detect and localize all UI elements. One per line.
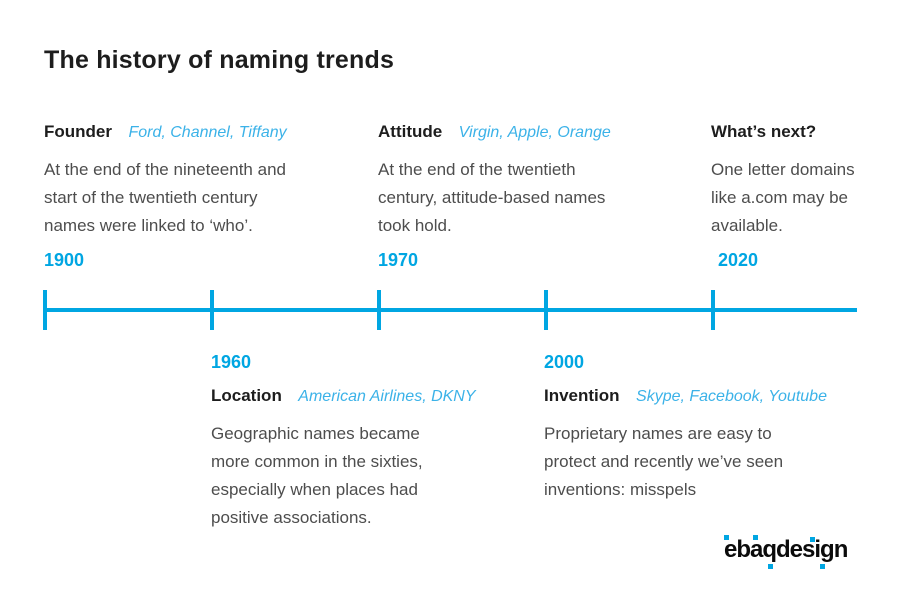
event-year: 2000 [544, 352, 585, 372]
page-title: The history of naming trends [44, 46, 395, 74]
logo-accent-dot [810, 537, 815, 542]
logo-accent-dot [820, 564, 825, 569]
logo-accent-dot [753, 535, 758, 540]
event-description: At the end of the twentieth century, att… [378, 160, 606, 235]
event-year: 1900 [44, 250, 85, 270]
event-label: Attitude [378, 122, 443, 141]
timeline-tick-2000 [544, 290, 548, 330]
event-label: What’s next? [711, 122, 817, 141]
event-head: Attitude Virgin, Apple, Orange [378, 122, 618, 143]
event-label: Invention [544, 386, 620, 405]
event-year: 2020 [718, 250, 759, 270]
timeline-event-founder: Founder Ford, Channel, Tiffany At the en… [44, 122, 296, 270]
timeline-event-location: 1960 Location American Airlines, DKNY Ge… [211, 352, 476, 532]
event-examples: Virgin, Apple, Orange [458, 124, 611, 141]
logo-accent-dot [724, 535, 729, 540]
ebaqdesign-logo: ebaqdesign [724, 535, 848, 569]
event-label: Founder [44, 122, 112, 141]
event-description: Proprietary names are easy to protect an… [544, 424, 784, 499]
timeline-tick-1960 [210, 290, 214, 330]
logo-text: ebaqdesign [724, 536, 848, 563]
event-head: What’s next? [711, 122, 871, 143]
timeline-axis-line [43, 308, 857, 312]
event-year: 1960 [211, 352, 252, 372]
timeline-tick-2020 [711, 290, 715, 330]
logo-accent-dot [768, 564, 773, 569]
timeline-event-attitude: Attitude Virgin, Apple, Orange At the en… [378, 122, 618, 270]
event-year: 1970 [378, 250, 419, 270]
event-examples: Skype, Facebook, Youtube [636, 388, 827, 405]
timeline-event-whats-next: What’s next? One letter domains like a.c… [711, 122, 871, 270]
timeline-event-invention: 2000 Invention Skype, Facebook, Youtube … [544, 352, 827, 504]
event-description: At the end of the nineteenth and start o… [44, 160, 286, 235]
event-examples: American Airlines, DKNY [298, 388, 476, 405]
event-head: Founder Ford, Channel, Tiffany [44, 122, 296, 143]
event-description: One letter domains like a.com may be ava… [711, 160, 855, 235]
event-head: Location American Airlines, DKNY [211, 386, 476, 407]
event-label: Location [211, 386, 282, 405]
event-description: Geographic names became more common in t… [211, 424, 423, 527]
event-examples: Ford, Channel, Tiffany [128, 124, 287, 141]
event-head: Invention Skype, Facebook, Youtube [544, 386, 827, 407]
timeline-tick-1900 [43, 290, 47, 330]
timeline-tick-1970 [377, 290, 381, 330]
